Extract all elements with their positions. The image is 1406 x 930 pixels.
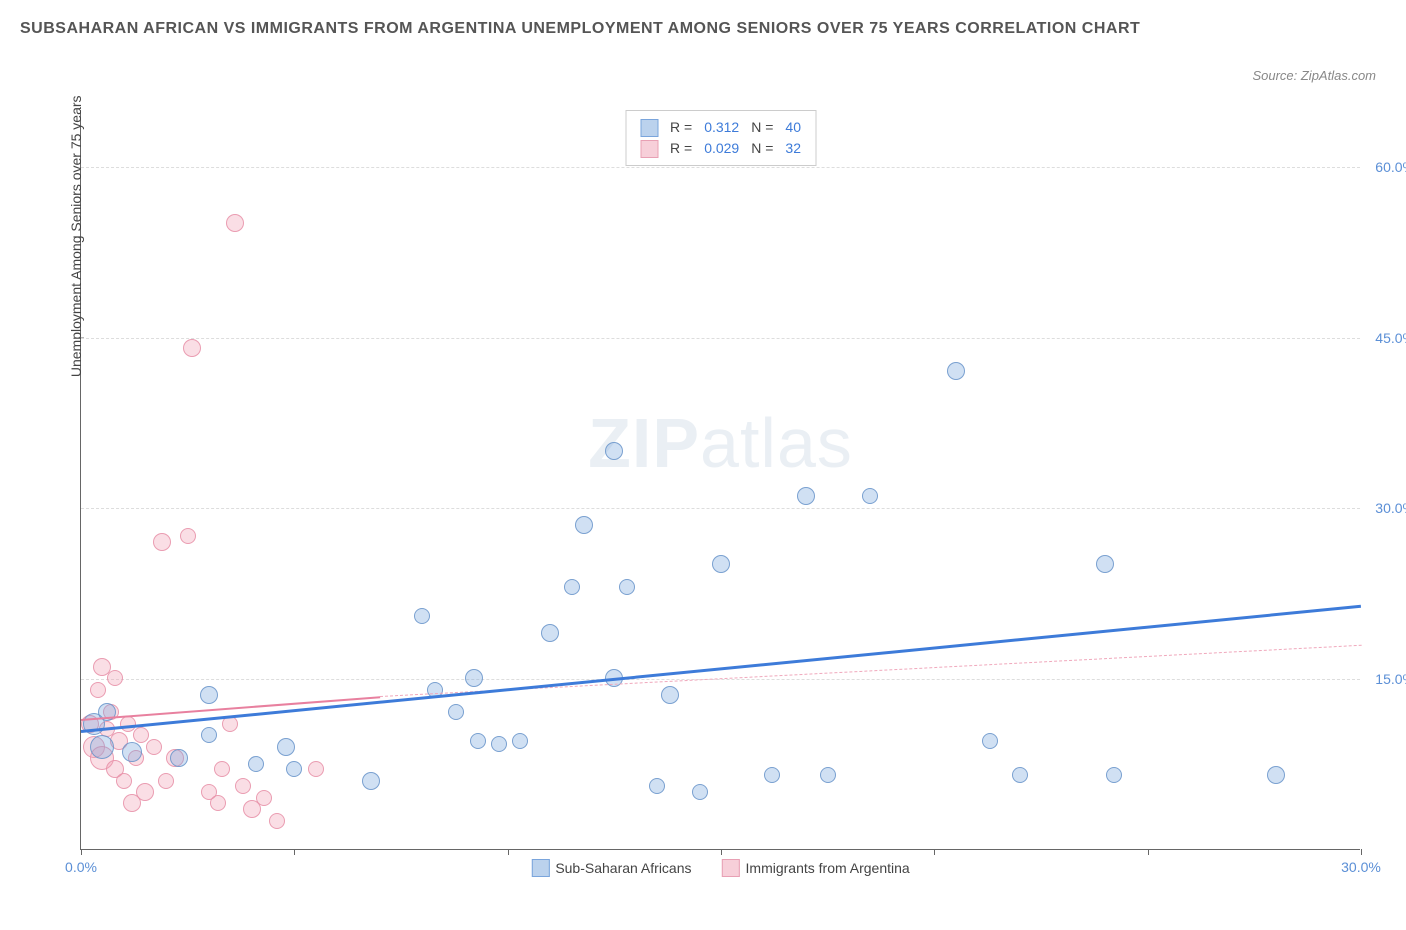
scatter-point: [277, 738, 295, 756]
scatter-point: [862, 488, 878, 504]
y-tick-label: 60.0%: [1375, 159, 1406, 175]
scatter-point: [146, 739, 162, 755]
scatter-point: [820, 767, 836, 783]
x-tick: [1148, 849, 1149, 855]
watermark-bold: ZIP: [588, 404, 700, 482]
scatter-point: [982, 733, 998, 749]
scatter-point: [491, 736, 507, 752]
x-tick: [1361, 849, 1362, 855]
gridline: [81, 679, 1360, 680]
scatter-point: [235, 778, 251, 794]
scatter-point: [200, 686, 218, 704]
legend-swatch: [531, 859, 549, 877]
y-tick-label: 15.0%: [1375, 671, 1406, 687]
x-tick-label: 0.0%: [65, 859, 97, 875]
scatter-point: [116, 773, 132, 789]
legend-row: R = 0.312 N = 40: [640, 117, 801, 138]
x-tick-label: 30.0%: [1341, 859, 1381, 875]
scatter-point: [465, 669, 483, 687]
legend-r-label: R =: [670, 117, 692, 138]
legend-n-label: N =: [751, 117, 773, 138]
scatter-point: [256, 790, 272, 806]
scatter-point: [308, 761, 324, 777]
scatter-point: [90, 682, 106, 698]
scatter-point: [107, 670, 123, 686]
scatter-point: [158, 773, 174, 789]
scatter-point: [153, 533, 171, 551]
scatter-point: [764, 767, 780, 783]
watermark-light: atlas: [700, 404, 853, 482]
x-tick: [508, 849, 509, 855]
scatter-point: [605, 442, 623, 460]
x-tick: [81, 849, 82, 855]
legend-swatch: [722, 859, 740, 877]
scatter-point: [286, 761, 302, 777]
scatter-point: [661, 686, 679, 704]
chart-title: SUBSAHARAN AFRICAN VS IMMIGRANTS FROM AR…: [20, 20, 1386, 38]
legend-row: R = 0.029 N = 32: [640, 138, 801, 159]
legend-swatch: [640, 119, 658, 137]
legend-r-value: 0.029: [704, 138, 739, 159]
watermark: ZIPatlas: [588, 403, 853, 483]
scatter-point: [226, 214, 244, 232]
y-axis-label: Unemployment Among Seniors over 75 years: [68, 95, 84, 377]
x-tick: [294, 849, 295, 855]
legend-r-label: R =: [670, 138, 692, 159]
scatter-point: [797, 487, 815, 505]
legend-item: Immigrants from Argentina: [722, 859, 910, 877]
trend-line: [81, 605, 1361, 733]
scatter-point: [541, 624, 559, 642]
scatter-point: [90, 735, 114, 759]
scatter-point: [136, 783, 154, 801]
scatter-point: [712, 555, 730, 573]
legend-swatch: [640, 140, 658, 158]
scatter-point: [692, 784, 708, 800]
scatter-point: [214, 761, 230, 777]
legend-n-label: N =: [751, 138, 773, 159]
scatter-point: [210, 795, 226, 811]
scatter-point: [180, 528, 196, 544]
scatter-point: [575, 516, 593, 534]
scatter-point: [470, 733, 486, 749]
plot-area: Unemployment Among Seniors over 75 years…: [80, 110, 1360, 850]
scatter-point: [248, 756, 264, 772]
series-legend: Sub-Saharan Africans Immigrants from Arge…: [531, 859, 909, 877]
scatter-point: [170, 749, 188, 767]
scatter-point: [183, 339, 201, 357]
y-tick-label: 30.0%: [1375, 500, 1406, 516]
scatter-point: [1096, 555, 1114, 573]
scatter-point: [1267, 766, 1285, 784]
y-tick-label: 45.0%: [1375, 330, 1406, 346]
chart-container: SUBSAHARAN AFRICAN VS IMMIGRANTS FROM AR…: [20, 20, 1386, 910]
legend-n-value: 40: [785, 117, 801, 138]
source-credit: Source: ZipAtlas.com: [1252, 68, 1376, 83]
scatter-point: [448, 704, 464, 720]
correlation-legend: R = 0.312 N = 40 R = 0.029 N = 32: [625, 110, 816, 166]
gridline: [81, 167, 1360, 168]
scatter-point: [414, 608, 430, 624]
scatter-point: [201, 727, 217, 743]
legend-label: Sub-Saharan Africans: [555, 860, 691, 876]
scatter-point: [362, 772, 380, 790]
scatter-point: [619, 579, 635, 595]
scatter-point: [1106, 767, 1122, 783]
scatter-point: [947, 362, 965, 380]
scatter-point: [1012, 767, 1028, 783]
scatter-point: [122, 742, 142, 762]
legend-label: Immigrants from Argentina: [746, 860, 910, 876]
legend-n-value: 32: [785, 138, 801, 159]
scatter-point: [649, 778, 665, 794]
x-tick: [721, 849, 722, 855]
scatter-point: [269, 813, 285, 829]
scatter-point: [512, 733, 528, 749]
legend-r-value: 0.312: [704, 117, 739, 138]
x-tick: [934, 849, 935, 855]
legend-item: Sub-Saharan Africans: [531, 859, 691, 877]
scatter-point: [564, 579, 580, 595]
gridline: [81, 508, 1360, 509]
gridline: [81, 338, 1360, 339]
